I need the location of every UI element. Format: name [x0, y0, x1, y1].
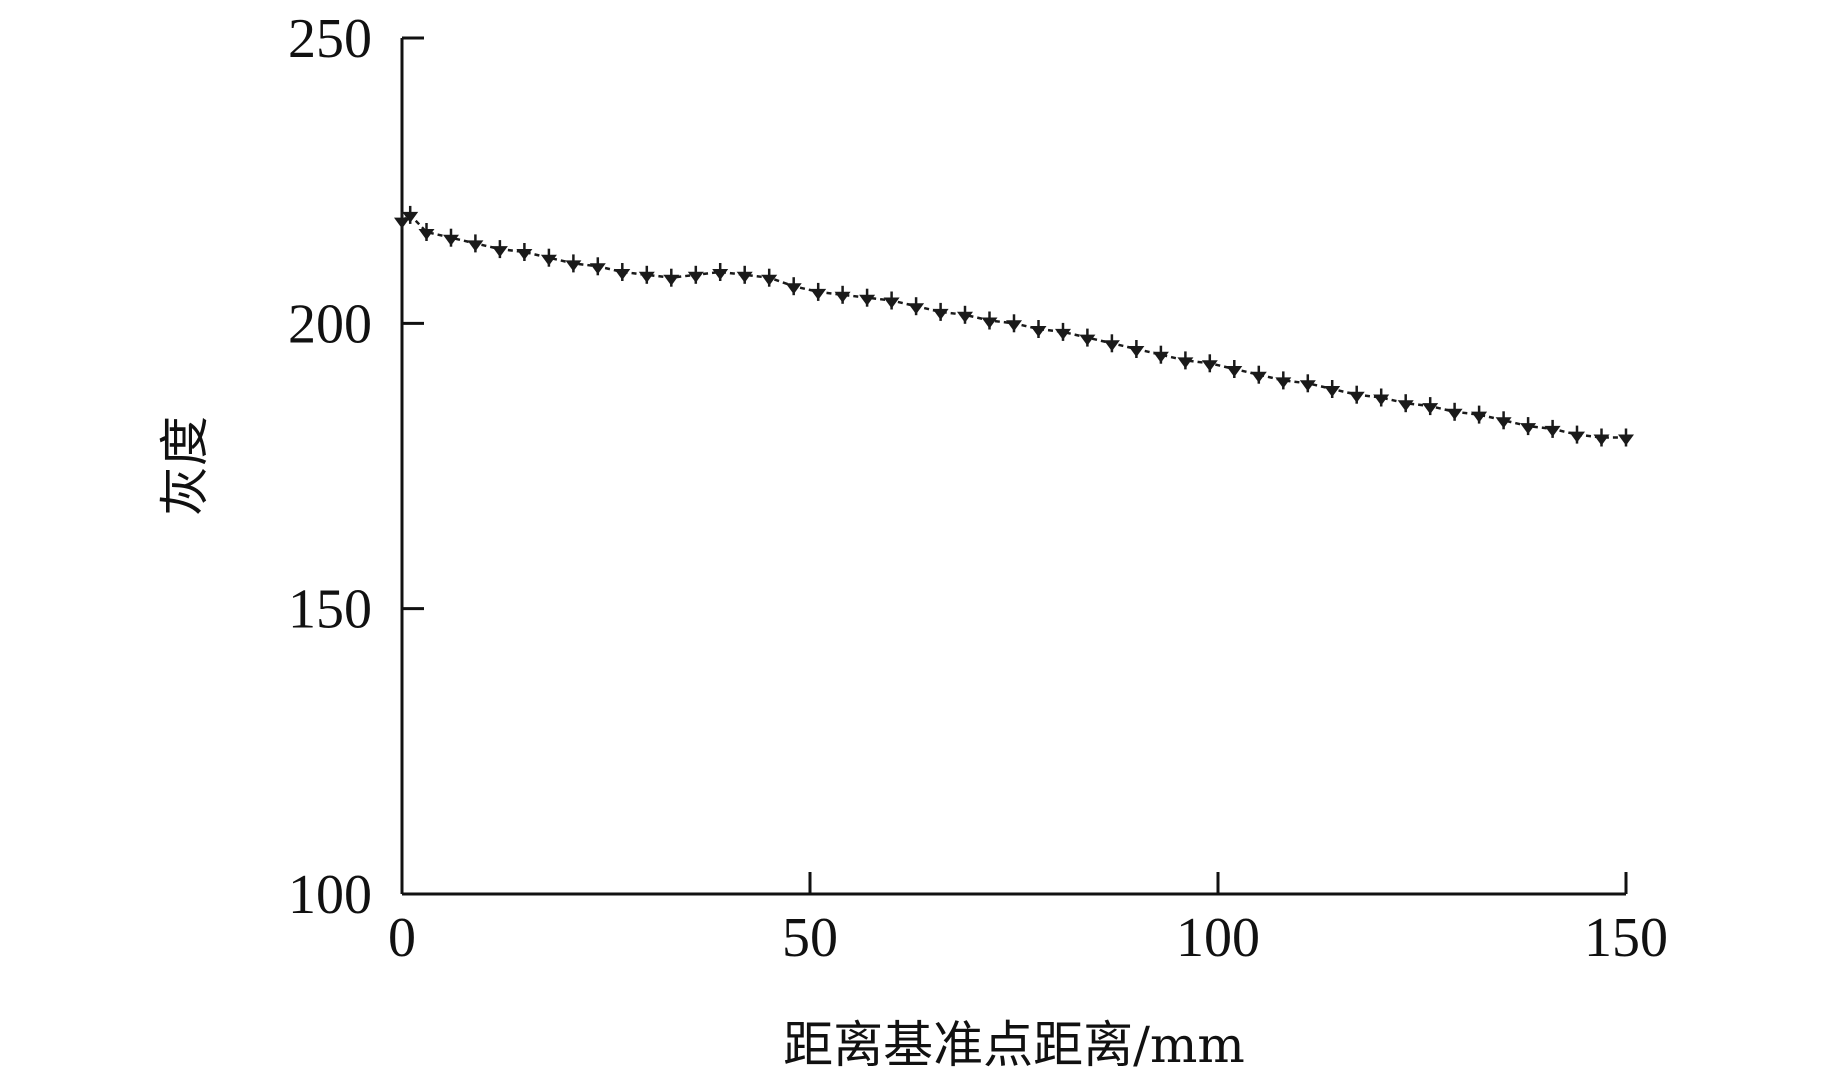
data-point — [402, 205, 419, 224]
data-point — [932, 302, 949, 321]
data-point — [1299, 374, 1316, 393]
data-point — [1397, 394, 1414, 413]
data-point — [443, 228, 459, 247]
data-point — [491, 240, 508, 259]
data-point — [1177, 351, 1194, 370]
data-point — [883, 291, 900, 310]
data-point — [810, 282, 827, 301]
data-point — [394, 211, 410, 230]
x-axis-ticks: 0 50 100 150 — [388, 872, 1668, 969]
data-point — [1495, 411, 1512, 430]
y-tick-label: 250 — [288, 8, 372, 70]
data-point — [736, 265, 753, 284]
data-point — [516, 243, 533, 261]
data-point — [1348, 385, 1365, 404]
data-point — [687, 265, 704, 284]
data-point — [540, 248, 557, 267]
data-point — [1103, 334, 1120, 353]
data-point — [1593, 428, 1610, 447]
data-point — [1275, 371, 1292, 390]
data-point — [957, 305, 973, 324]
data-point — [418, 223, 435, 241]
data-point — [859, 288, 876, 307]
x-tick-label: 150 — [1584, 907, 1668, 969]
data-point — [565, 254, 582, 273]
data-point — [981, 311, 998, 330]
y-axis-ticks: 100 150 200 250 — [288, 8, 424, 926]
data-point — [1128, 340, 1145, 358]
data-point — [785, 277, 802, 296]
data-point — [1006, 314, 1022, 333]
data-point — [1079, 328, 1096, 347]
x-axis-title: 距离基准点距离/mm — [783, 1016, 1245, 1074]
data-point — [1226, 360, 1243, 378]
data-point — [1618, 428, 1634, 447]
series-layer — [394, 205, 1634, 447]
data-point — [1030, 320, 1047, 338]
data-point — [467, 234, 484, 253]
data-point — [1201, 354, 1218, 373]
data-point — [1250, 365, 1267, 384]
y-tick-label: 100 — [288, 864, 372, 926]
y-tick-label: 200 — [288, 293, 372, 355]
data-point — [1544, 419, 1561, 438]
data-point — [1471, 405, 1488, 424]
x-tick-label: 50 — [782, 907, 838, 969]
data-point — [614, 263, 631, 281]
data-point — [1373, 388, 1390, 407]
data-point — [1055, 322, 1071, 341]
data-point — [1446, 402, 1463, 421]
data-point — [638, 265, 655, 284]
data-point — [761, 268, 778, 287]
data-point — [1324, 380, 1341, 398]
plot-area: 100 150 200 250 0 50 100 150 — [288, 8, 1668, 969]
y-axis-title: 灰度 — [156, 416, 214, 516]
data-point — [1152, 345, 1169, 364]
data-point — [589, 257, 606, 276]
y-tick-label: 150 — [288, 579, 372, 641]
data-point — [834, 285, 851, 304]
data-point — [1422, 397, 1439, 416]
data-point — [663, 268, 680, 287]
data-point — [1520, 417, 1537, 436]
x-tick-label: 100 — [1176, 907, 1260, 969]
data-point — [1569, 425, 1585, 444]
data-point — [908, 297, 925, 316]
x-tick-label: 0 — [388, 907, 416, 969]
data-point — [712, 263, 729, 281]
